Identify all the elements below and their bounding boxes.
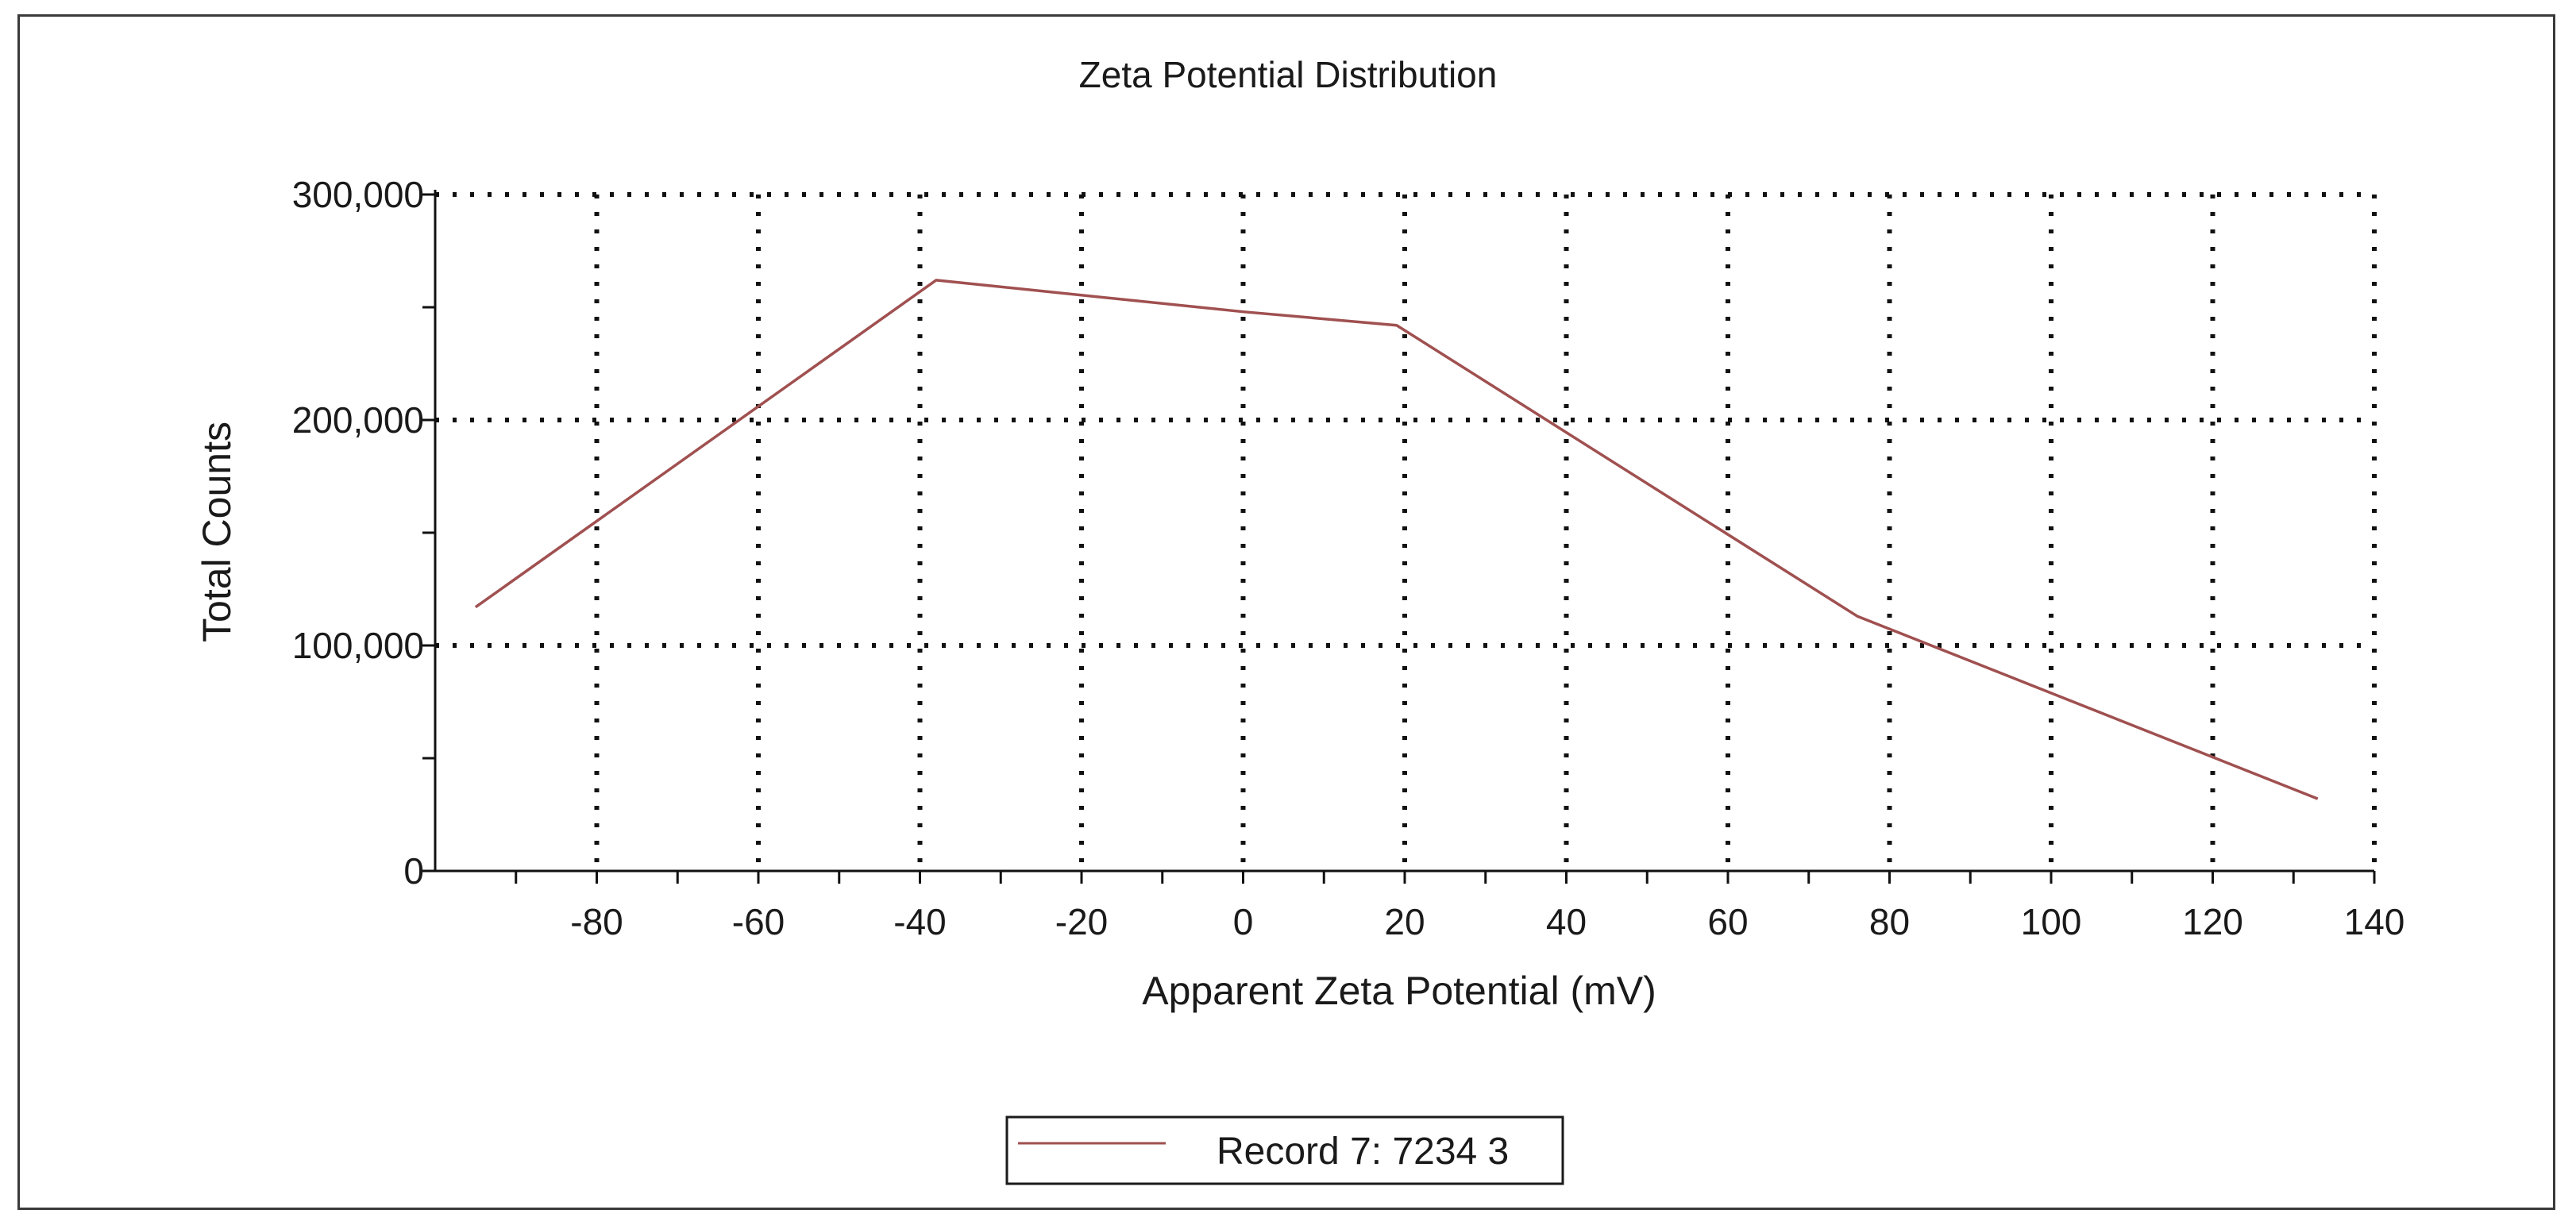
x-tick-label: -40 [893,901,946,942]
x-tick-label: -60 [732,901,785,942]
tick-labels: -80 -60 -40 -20 0 20 40 60 80 100 120 140 0 100,000 20… [292,174,2405,942]
x-tick-label: 100 [2021,901,2082,942]
x-tick-label: 140 [2344,901,2405,942]
x-tick-label: 120 [2182,901,2243,942]
grid-lines [435,192,2377,871]
legend-label: Record 7: 7234 3 [1217,1131,1509,1173]
x-tick-label: 0 [1233,901,1254,942]
y-tick-label: 100,000 [292,625,424,666]
y-tick-label: 300,000 [292,174,424,215]
axes [422,190,2376,884]
x-tick-label: -80 [570,901,623,942]
series-line [474,279,2319,800]
x-tick-label: 20 [1384,901,1425,942]
y-tick-label: 0 [403,850,424,892]
x-tick-label: 40 [1546,901,1587,942]
chart-title: Zeta Potential Distribution [1079,54,1498,95]
x-tick-label: 80 [1869,901,1910,942]
chart-frame [17,14,2555,1210]
x-tick-label: 60 [1707,901,1748,942]
series-lines [474,279,2319,800]
y-axis-label: Total Counts [195,422,239,642]
y-tick-label: 200,000 [292,399,424,441]
legend: Record 7: 7234 3 [1005,1115,1564,1185]
legend-box [1005,1115,1564,1185]
x-axis-label: Apparent Zeta Potential (mV) [1142,969,1656,1013]
x-tick-label: -20 [1055,901,1108,942]
